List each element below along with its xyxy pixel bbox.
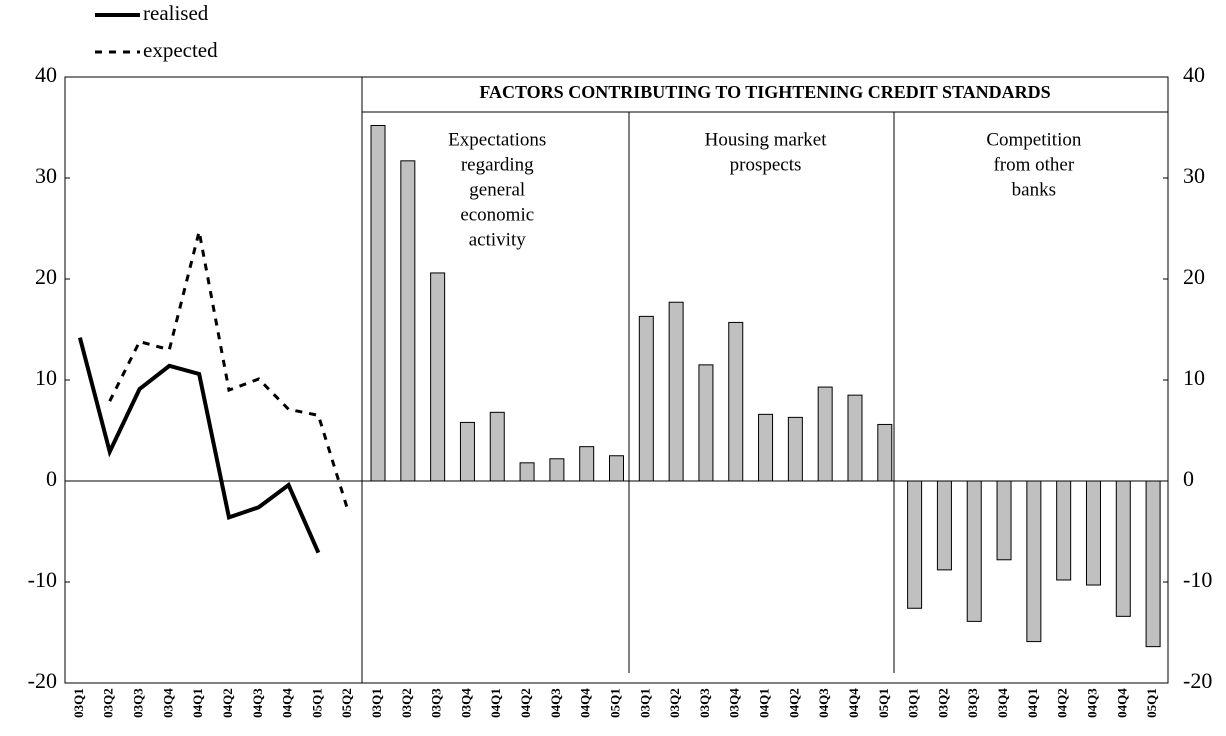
bar — [1145, 480, 1161, 648]
y-tick-label: 30 — [35, 163, 57, 188]
x-tick-label: 04Q1 — [1025, 688, 1040, 718]
bar — [758, 413, 774, 482]
x-tick-label: 03Q1 — [906, 688, 921, 718]
x-tick-label: 03Q1 — [369, 688, 384, 718]
x-tick-label: 03Q4 — [995, 688, 1010, 718]
y-tick-label: 20 — [35, 264, 57, 289]
bar — [877, 423, 893, 482]
x-tick-label: 03Q1 — [637, 688, 652, 718]
bar — [519, 462, 535, 482]
x-tick-label: 04Q2 — [518, 688, 533, 718]
y2-tick-label: 10 — [1183, 365, 1205, 390]
panel-title: regarding — [461, 154, 534, 175]
y2-tick-label: -10 — [1183, 567, 1212, 592]
panel-title: Housing market — [705, 129, 828, 150]
x-tick-label: 04Q1 — [757, 688, 772, 718]
x-tick-label: 03Q3 — [429, 688, 444, 718]
bar — [668, 301, 684, 482]
x-tick-label: 04Q3 — [250, 688, 265, 718]
x-tick-label: 05Q1 — [309, 688, 324, 718]
bar — [638, 315, 654, 482]
y-tick-label: 40 — [35, 62, 57, 87]
bar — [907, 480, 923, 609]
bar — [817, 386, 833, 482]
legend-label: expected — [143, 38, 218, 62]
x-tick-label: 03Q4 — [160, 688, 175, 718]
bar — [579, 446, 595, 482]
x-tick-label: 03Q3 — [697, 688, 712, 718]
x-tick-label: 04Q2 — [220, 688, 235, 718]
bar — [1115, 480, 1131, 617]
bar — [996, 480, 1012, 561]
x-tick-label: 05Q1 — [607, 688, 622, 718]
x-tick-label: 03Q2 — [101, 688, 116, 718]
x-tick-label: 04Q4 — [846, 688, 861, 718]
bar — [459, 421, 475, 482]
y2-tick-label: 30 — [1183, 163, 1205, 188]
x-tick-label: 03Q3 — [131, 688, 146, 718]
bar — [1056, 480, 1072, 581]
panel-title: banks — [1012, 179, 1056, 200]
x-tick-label: 04Q3 — [816, 688, 831, 718]
x-tick-label: 03Q1 — [71, 688, 86, 718]
bar — [1085, 480, 1101, 586]
x-tick-label: 04Q4 — [578, 688, 593, 718]
x-tick-label: 03Q4 — [727, 688, 742, 718]
x-tick-label: 05Q1 — [876, 688, 891, 718]
x-tick-label: 04Q4 — [1114, 688, 1129, 718]
panel-title: activity — [469, 229, 526, 250]
x-tick-label: 03Q3 — [965, 688, 980, 718]
bar — [847, 394, 863, 482]
bar — [609, 455, 624, 482]
x-tick-label: 04Q3 — [1084, 688, 1099, 718]
bar — [1026, 480, 1042, 643]
x-tick-label: 04Q4 — [280, 688, 295, 718]
panel-title: Expectations — [448, 129, 546, 150]
x-tick-label: 03Q4 — [458, 688, 473, 718]
x-tick-label: 03Q2 — [667, 688, 682, 718]
series-line — [108, 231, 350, 512]
panel-title: from other — [993, 154, 1074, 175]
series-line — [77, 337, 321, 554]
bar — [489, 411, 505, 482]
y-tick-label: 10 — [35, 365, 57, 390]
bar-title: FACTORS CONTRIBUTING TO TIGHTENING CREDI… — [479, 82, 1050, 102]
bar — [400, 160, 416, 482]
x-tick-label: 03Q2 — [935, 688, 950, 718]
y-tick-label: 0 — [46, 466, 57, 491]
x-tick-label: 04Q1 — [190, 688, 205, 718]
x-tick-label: 04Q1 — [488, 688, 503, 718]
bar — [549, 458, 565, 482]
panel-title: general — [469, 179, 525, 200]
panel-title: Competition — [986, 129, 1082, 150]
bar — [728, 321, 744, 482]
y-tick-label: -20 — [28, 668, 57, 693]
x-tick-label: 05Q1 — [1144, 688, 1159, 718]
bar — [936, 480, 952, 571]
bar — [966, 480, 982, 622]
legend-label: realised — [143, 1, 209, 25]
y-tick-label: -10 — [28, 567, 57, 592]
bar — [698, 364, 714, 482]
x-tick-label: 04Q3 — [548, 688, 563, 718]
bar — [370, 124, 386, 482]
y2-tick-label: 20 — [1183, 264, 1205, 289]
x-tick-label: 04Q2 — [786, 688, 801, 718]
y2-tick-label: 40 — [1183, 62, 1205, 87]
y2-tick-label: -20 — [1183, 668, 1212, 693]
y2-tick-label: 0 — [1183, 466, 1194, 491]
bar — [787, 416, 803, 482]
x-tick-label: 04Q2 — [1055, 688, 1070, 718]
x-tick-label: 03Q2 — [399, 688, 414, 718]
x-tick-label: 05Q2 — [339, 688, 354, 718]
bar — [430, 272, 446, 482]
panel-title: economic — [460, 204, 534, 225]
panel-title: prospects — [730, 154, 802, 175]
